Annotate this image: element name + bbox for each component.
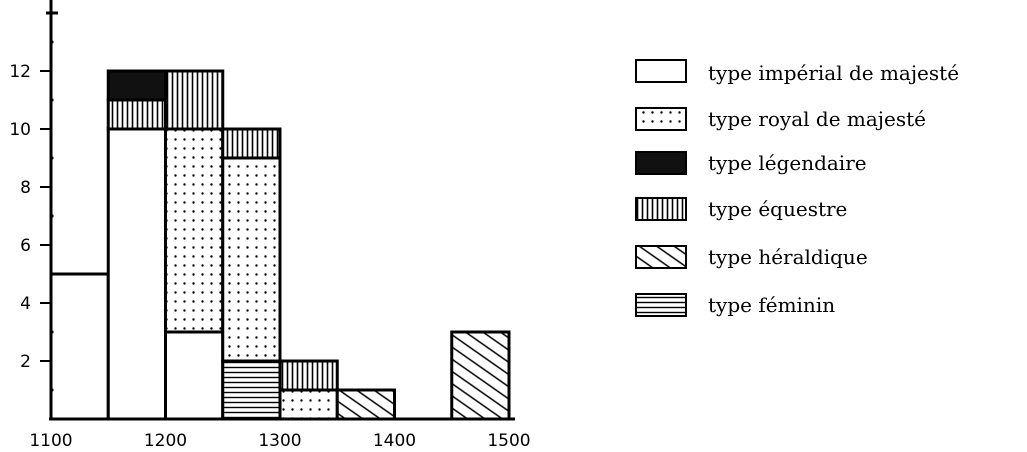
legend-label-legendaire: type légendaire (708, 151, 867, 175)
bar-segment-6-0 (450, 330, 511, 421)
bar-segment-4-0 (278, 388, 339, 421)
y-tick-label-2: 6 (20, 236, 31, 256)
y-minor-tick-0 (50, 388, 54, 392)
bar-segment-5-0 (335, 388, 396, 421)
legend-swatch-legendaire (635, 151, 687, 175)
bar-segment-2-0 (164, 330, 225, 421)
legend-label-royal: type royal de majesté (708, 107, 926, 131)
bars (49, 69, 511, 421)
legend-label-heraldique: type héraldique (708, 245, 868, 269)
y-tick-label-3: 8 (20, 178, 31, 198)
legend-label-imperial: type impérial de majesté (708, 61, 959, 85)
y-minor-tick-6 (50, 40, 54, 44)
legend-swatch-equestre (635, 197, 687, 221)
y-minor-tick-1 (50, 330, 54, 334)
bar-segment-3-0 (221, 359, 282, 421)
x-tick-label-1: 1200 (144, 431, 187, 451)
x-tick-label-2: 1300 (258, 431, 301, 451)
legend-item-equestre: type équestre (635, 197, 847, 221)
bar-segment-3-1 (221, 156, 282, 363)
y-minor-tick-5 (50, 98, 54, 102)
legend-item-heraldique: type héraldique (635, 245, 868, 269)
y-minor-tick-4 (50, 156, 54, 160)
bar-segment-1-2 (106, 69, 167, 102)
y-tick-label-5: 12 (9, 62, 31, 82)
y-tick-label-0: 2 (20, 352, 31, 372)
x-tick-label-0: 1100 (29, 431, 72, 451)
bar-segment-3-2 (221, 127, 282, 160)
bar-segment-4-1 (278, 359, 339, 392)
y-axis-ticks: 2 4 6 8 10 12 (9, 11, 58, 392)
y-minor-tick-3 (50, 214, 54, 218)
legend: type impérial de majesté type royal de m… (635, 59, 959, 317)
legend-item-royal: type royal de majesté (635, 107, 926, 131)
legend-item-imperial: type impérial de majesté (635, 59, 959, 85)
legend-item-legendaire: type légendaire (635, 151, 867, 175)
y-minor-tick-2 (50, 272, 54, 276)
x-tick-label-3: 1400 (373, 431, 416, 451)
bar-segment-2-2 (164, 69, 225, 131)
legend-swatch-royal (635, 107, 687, 131)
bar-segment-1-1 (106, 98, 167, 131)
legend-label-feminin: type féminin (708, 293, 835, 317)
legend-swatch-feminin (635, 293, 687, 317)
bar-segment-0-0 (49, 272, 110, 421)
bar-segment-2-1 (164, 127, 225, 334)
legend-item-feminin: type féminin (635, 293, 835, 317)
x-axis-ticks: 1100 1200 1300 1400 1500 (29, 431, 530, 451)
y-tick-label-1: 4 (20, 294, 31, 314)
legend-label-equestre: type équestre (708, 197, 847, 221)
x-tick-label-4: 1500 (487, 431, 530, 451)
y-tick-label-4: 10 (9, 120, 31, 140)
bar-segment-1-0 (106, 127, 167, 421)
legend-swatch-heraldique (635, 245, 687, 269)
legend-swatch-imperial (635, 59, 687, 83)
